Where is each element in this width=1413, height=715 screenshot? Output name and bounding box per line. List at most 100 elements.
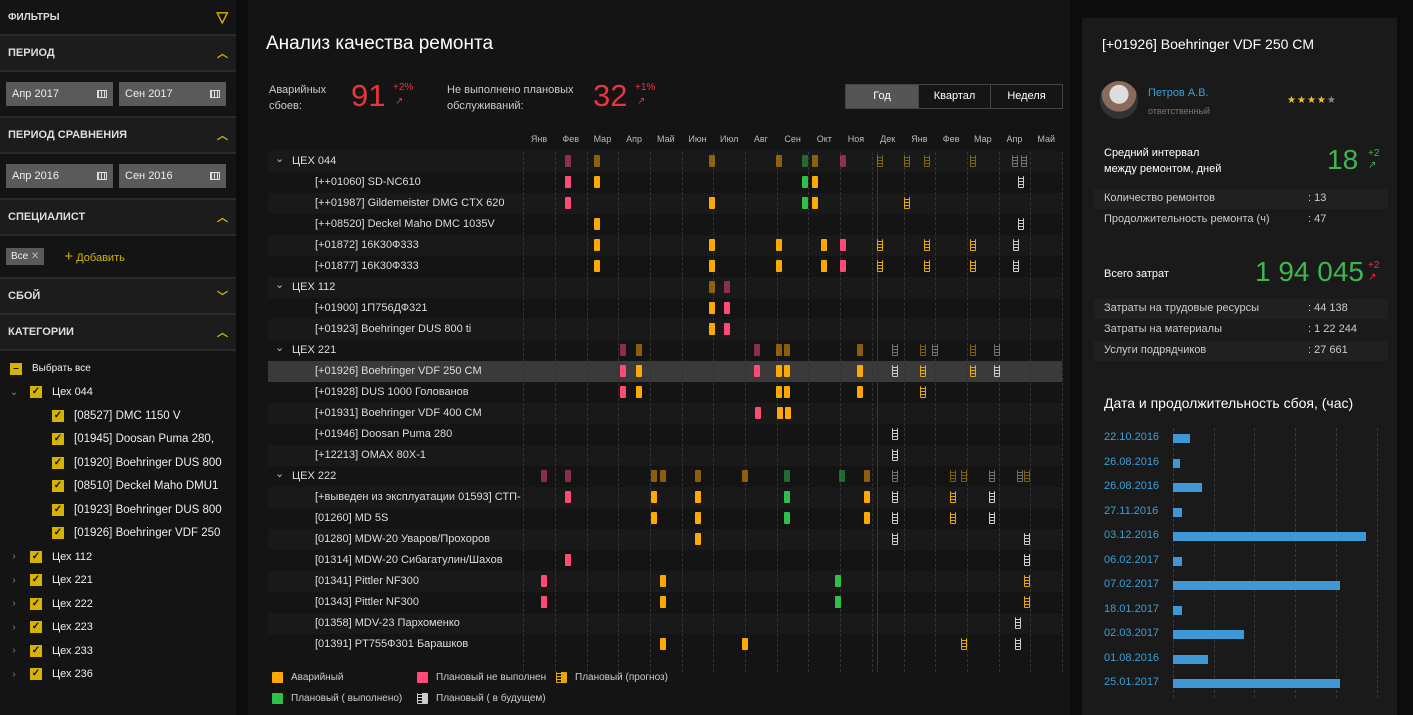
checkbox[interactable]: ✓	[30, 550, 42, 563]
chevron-right-icon[interactable]: ›	[12, 598, 16, 610]
event-mark-r[interactable]	[840, 155, 847, 167]
event-mark-r[interactable]	[564, 470, 571, 482]
checkbox[interactable]: ✓	[52, 527, 64, 540]
event-mark-a[interactable]	[594, 260, 600, 272]
event-mark-g[interactable]	[784, 470, 791, 482]
tree-leaf-item[interactable]: ✓ [08510] Deckel Maho DMU1	[0, 475, 236, 499]
timeline-row[interactable]: [+12213] OMAX 80X-1	[268, 445, 1062, 466]
funnel-icon[interactable]: ▽	[216, 9, 228, 26]
event-mark-a[interactable]	[821, 239, 828, 251]
bar[interactable]	[1173, 605, 1182, 615]
event-mark-r[interactable]	[541, 575, 548, 587]
chevron-down-icon[interactable]: ⌄	[275, 153, 285, 165]
event-mark-p[interactable]	[970, 239, 977, 251]
event-mark-a[interactable]	[709, 155, 716, 167]
event-mark-p[interactable]	[960, 638, 967, 650]
tab-year[interactable]: Год	[846, 85, 918, 108]
event-mark-a[interactable]	[783, 344, 790, 356]
event-mark-p[interactable]	[919, 344, 926, 356]
event-mark-r[interactable]	[723, 302, 730, 314]
timeline-row[interactable]: [01343] Pittler NF300	[268, 592, 1062, 613]
event-mark-a[interactable]	[811, 197, 818, 209]
event-mark-a[interactable]	[709, 302, 716, 314]
event-mark-r[interactable]	[541, 470, 548, 482]
event-mark-a[interactable]	[651, 512, 658, 524]
event-mark-a[interactable]	[694, 491, 701, 503]
compare-from-picker[interactable]: Апр 2016	[6, 164, 113, 188]
failure-section-header[interactable]: СБОЙ ﹀	[0, 279, 236, 315]
chevron-down-icon[interactable]: ⌄	[9, 386, 19, 398]
event-mark-g[interactable]	[838, 470, 845, 482]
event-mark-f[interactable]	[891, 428, 898, 440]
specialist-tag[interactable]: Все ✕	[6, 248, 45, 265]
event-mark-f[interactable]	[1017, 218, 1024, 230]
tree-group-item[interactable]: › ✓ Цех 112	[0, 545, 236, 569]
event-mark-g[interactable]	[784, 512, 791, 524]
event-mark-r[interactable]	[754, 407, 761, 419]
timeline-row[interactable]: [+01931] Boehringer VDF 400 CM	[268, 403, 1062, 424]
checkbox[interactable]: ✓	[30, 574, 42, 587]
event-mark-a[interactable]	[811, 155, 818, 167]
event-mark-a[interactable]	[709, 281, 716, 293]
event-mark-a[interactable]	[783, 365, 790, 377]
tree-group-item[interactable]: › ✓ Цех 221	[0, 569, 236, 593]
event-mark-p[interactable]	[960, 470, 967, 482]
event-mark-p[interactable]	[950, 491, 956, 503]
event-mark-f[interactable]	[1021, 155, 1027, 167]
tree-leaf-item[interactable]: ✓ [01945] Doosan Puma 280,	[0, 428, 236, 452]
bar[interactable]	[1173, 556, 1182, 566]
event-mark-a[interactable]	[864, 470, 871, 482]
period-section-header[interactable]: ПЕРИОД ︿	[0, 36, 236, 72]
timeline-row[interactable]: [+01900] 1П756ДФ321	[268, 298, 1062, 319]
event-mark-p[interactable]	[903, 197, 910, 209]
specialist-section-header[interactable]: СПЕЦИАЛИСТ ︿	[0, 200, 236, 236]
event-mark-r[interactable]	[541, 596, 548, 608]
event-mark-f[interactable]	[994, 365, 1001, 377]
event-mark-f[interactable]	[1017, 176, 1024, 188]
compare-to-picker[interactable]: Сен 2016	[119, 164, 226, 188]
event-mark-a[interactable]	[775, 365, 782, 377]
checkbox[interactable]: ✓	[30, 668, 42, 681]
event-mark-a[interactable]	[776, 407, 783, 419]
period-to-picker[interactable]: Сен 2017	[119, 82, 226, 106]
timeline-group-row[interactable]: ⌄ ЦЕХ 222	[268, 466, 1062, 487]
checkbox[interactable]: ✓	[52, 433, 64, 446]
chevron-right-icon[interactable]: ›	[12, 645, 16, 657]
event-mark-f[interactable]	[1016, 470, 1023, 482]
event-mark-p[interactable]	[924, 239, 930, 251]
event-mark-p[interactable]	[1024, 575, 1031, 587]
timeline-row[interactable]: [+01923] Boehringer DUS 800 ti	[268, 319, 1062, 340]
event-mark-p[interactable]	[950, 512, 956, 524]
tree-group-item[interactable]: › ✓ Цех 236	[0, 663, 236, 687]
event-mark-g[interactable]	[784, 491, 791, 503]
event-mark-a[interactable]	[709, 239, 716, 251]
chevron-right-icon[interactable]: ›	[12, 668, 16, 680]
event-mark-f[interactable]	[1013, 239, 1020, 251]
compare-section-header[interactable]: ПЕРИОД СРАВНЕНИЯ ︿	[0, 118, 236, 154]
checkbox[interactable]: ✓	[52, 480, 64, 493]
event-mark-a[interactable]	[811, 176, 818, 188]
chevron-down-icon[interactable]: ⌄	[275, 342, 285, 354]
checkbox[interactable]: ✓	[52, 456, 64, 469]
event-mark-f[interactable]	[891, 533, 898, 545]
timeline-row[interactable]: [01391] PT755Ф301 Барашков	[268, 634, 1062, 655]
event-mark-r[interactable]	[564, 197, 571, 209]
event-mark-p[interactable]	[970, 260, 977, 272]
event-mark-r[interactable]	[723, 281, 730, 293]
categories-section-header[interactable]: КАТЕГОРИИ ︿	[0, 315, 236, 351]
event-mark-r[interactable]	[840, 239, 847, 251]
event-mark-a[interactable]	[857, 386, 864, 398]
event-mark-r[interactable]	[620, 386, 626, 398]
event-mark-f[interactable]	[1024, 533, 1031, 545]
timeline-row[interactable]: [++01060] SD-NC610	[268, 172, 1062, 193]
event-mark-r[interactable]	[840, 260, 847, 272]
timeline-row[interactable]: [01260] MD 5S	[268, 508, 1062, 529]
event-mark-p[interactable]	[924, 155, 930, 167]
bar[interactable]	[1173, 581, 1340, 590]
event-mark-a[interactable]	[864, 491, 871, 503]
event-mark-f[interactable]	[891, 365, 898, 377]
event-mark-g[interactable]	[802, 176, 809, 188]
bar[interactable]	[1173, 654, 1208, 664]
checkbox[interactable]: ✓	[52, 503, 64, 516]
event-mark-g[interactable]	[834, 575, 841, 587]
